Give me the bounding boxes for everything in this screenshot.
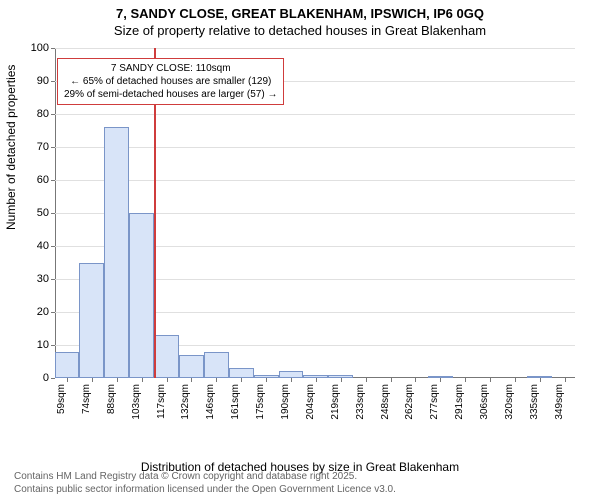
plot-area: 010203040506070809010059sqm74sqm88sqm103… — [55, 48, 575, 378]
gridline — [55, 180, 575, 181]
xtick-mark — [316, 378, 317, 382]
xtick-label: 349sqm — [554, 384, 565, 420]
ytick-mark — [51, 114, 55, 115]
footer-line-1: Contains HM Land Registry data © Crown c… — [14, 471, 396, 484]
annotation-line3: 29% of semi-detached houses are larger (… — [64, 88, 277, 101]
page-title-1: 7, SANDY CLOSE, GREAT BLAKENHAM, IPSWICH… — [0, 6, 600, 21]
annotation-line2: ← 65% of detached houses are smaller (12… — [64, 75, 277, 88]
gridline — [55, 48, 575, 49]
ytick-mark — [51, 180, 55, 181]
y-axis-label: Number of detached properties — [4, 65, 18, 230]
xtick-mark — [241, 378, 242, 382]
ytick-label: 60 — [37, 174, 49, 186]
histogram-bar — [104, 127, 129, 378]
xtick-label: 103sqm — [131, 384, 142, 420]
ytick-mark — [51, 345, 55, 346]
xtick-label: 74sqm — [81, 384, 92, 414]
ytick-label: 50 — [37, 207, 49, 219]
ytick-label: 30 — [37, 273, 49, 285]
xtick-mark — [216, 378, 217, 382]
ytick-label: 70 — [37, 141, 49, 153]
title-block: 7, SANDY CLOSE, GREAT BLAKENHAM, IPSWICH… — [0, 0, 600, 38]
ytick-label: 20 — [37, 306, 49, 318]
xtick-label: 233sqm — [355, 384, 366, 420]
xtick-label: 117sqm — [156, 384, 167, 419]
histogram-bar — [179, 355, 204, 378]
xtick-label: 320sqm — [504, 384, 515, 420]
ytick-label: 0 — [43, 372, 49, 384]
xtick-label: 219sqm — [330, 384, 341, 420]
ytick-label: 40 — [37, 240, 49, 252]
histogram-bar — [129, 213, 154, 378]
xtick-mark — [465, 378, 466, 382]
xtick-label: 262sqm — [404, 384, 415, 420]
ytick-label: 10 — [37, 339, 49, 351]
xtick-label: 59sqm — [56, 384, 67, 414]
ytick-label: 80 — [37, 108, 49, 120]
xtick-label: 161sqm — [230, 384, 241, 420]
footer-attribution: Contains HM Land Registry data © Crown c… — [14, 471, 396, 496]
ytick-mark — [51, 279, 55, 280]
xtick-mark — [515, 378, 516, 382]
ytick-mark — [51, 147, 55, 148]
histogram-bar — [229, 368, 254, 378]
xtick-label: 175sqm — [255, 384, 266, 420]
xtick-mark — [191, 378, 192, 382]
gridline — [55, 147, 575, 148]
ytick-label: 90 — [37, 75, 49, 87]
xtick-mark — [142, 378, 143, 382]
histogram-chart: 010203040506070809010059sqm74sqm88sqm103… — [55, 48, 575, 418]
ytick-mark — [51, 378, 55, 379]
histogram-bar — [79, 263, 104, 379]
xtick-mark — [92, 378, 93, 382]
ytick-mark — [51, 312, 55, 313]
xtick-label: 132sqm — [180, 384, 191, 420]
xtick-mark — [266, 378, 267, 382]
histogram-bar — [254, 375, 279, 378]
footer-line-2: Contains public sector information licen… — [14, 484, 396, 497]
xtick-mark — [490, 378, 491, 382]
ytick-mark — [51, 246, 55, 247]
histogram-bar — [328, 375, 353, 378]
xtick-mark — [565, 378, 566, 382]
xtick-mark — [440, 378, 441, 382]
xtick-label: 277sqm — [429, 384, 440, 420]
ytick-mark — [51, 81, 55, 82]
histogram-bar — [303, 375, 328, 378]
ytick-mark — [51, 48, 55, 49]
xtick-mark — [167, 378, 168, 382]
histogram-bar — [527, 376, 552, 378]
xtick-label: 335sqm — [529, 384, 540, 420]
xtick-mark — [291, 378, 292, 382]
ytick-label: 100 — [31, 42, 49, 54]
xtick-label: 306sqm — [479, 384, 490, 420]
xtick-mark — [117, 378, 118, 382]
ytick-mark — [51, 213, 55, 214]
xtick-mark — [341, 378, 342, 382]
xtick-mark — [366, 378, 367, 382]
xtick-label: 146sqm — [205, 384, 216, 420]
xtick-label: 88sqm — [106, 384, 117, 414]
xtick-mark — [391, 378, 392, 382]
histogram-bar — [279, 371, 304, 378]
xtick-label: 248sqm — [380, 384, 391, 420]
xtick-label: 190sqm — [280, 384, 291, 420]
page-title-2: Size of property relative to detached ho… — [0, 23, 600, 38]
annotation-box: 7 SANDY CLOSE: 110sqm← 65% of detached h… — [57, 58, 284, 105]
annotation-line1: 7 SANDY CLOSE: 110sqm — [64, 62, 277, 75]
xtick-label: 291sqm — [454, 384, 465, 420]
gridline — [55, 114, 575, 115]
xtick-label: 204sqm — [305, 384, 316, 420]
histogram-bar — [428, 376, 453, 378]
histogram-bar — [154, 335, 179, 378]
xtick-mark — [415, 378, 416, 382]
histogram-bar — [204, 352, 229, 378]
xtick-mark — [67, 378, 68, 382]
xtick-mark — [540, 378, 541, 382]
histogram-bar — [55, 352, 80, 378]
